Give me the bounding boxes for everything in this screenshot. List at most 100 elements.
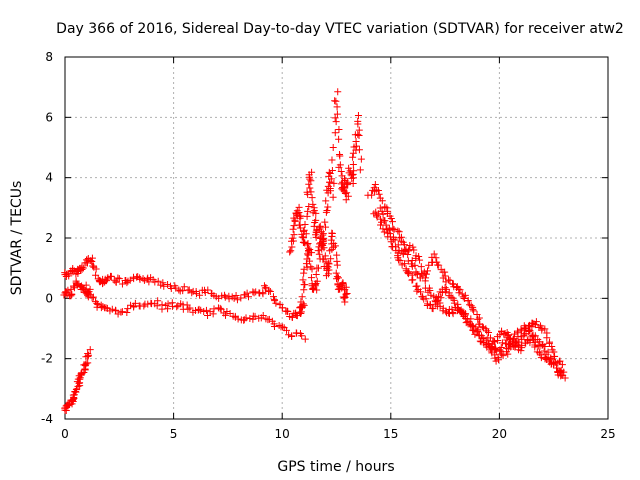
data-point-marker <box>331 97 339 105</box>
data-point-marker <box>338 280 346 288</box>
data-point-marker <box>337 167 345 175</box>
data-point-marker <box>328 232 336 240</box>
data-point-marker <box>517 347 525 355</box>
data-point-marker <box>209 310 217 318</box>
data-point-marker <box>475 314 483 322</box>
data-point-marker <box>327 255 335 263</box>
data-point-marker <box>448 305 456 313</box>
data-point-marker <box>349 153 357 161</box>
data-point-marker <box>225 292 233 300</box>
data-point-marker <box>102 304 110 312</box>
data-point-marker <box>136 275 144 283</box>
data-point-marker <box>115 275 123 283</box>
data-marks <box>60 88 569 415</box>
data-point-marker <box>441 272 449 280</box>
data-point-marker <box>487 344 495 352</box>
data-point-marker <box>514 329 522 337</box>
axis-ticks: 0 5 10 15 20 25 -4 -2 0 2 4 6 8 <box>41 50 616 441</box>
data-point-marker <box>279 323 287 331</box>
data-point-marker <box>496 331 504 339</box>
data-point-marker <box>322 197 330 205</box>
data-point-marker <box>333 251 341 259</box>
data-point-marker <box>313 277 321 285</box>
data-point-marker <box>88 258 96 266</box>
data-point-marker <box>114 274 122 282</box>
data-point-marker <box>546 338 554 346</box>
data-point-marker <box>308 265 316 273</box>
data-point-marker <box>325 168 333 176</box>
data-point-marker <box>394 241 402 249</box>
data-point-marker <box>531 343 539 351</box>
data-point-marker <box>308 194 316 202</box>
data-point-marker <box>126 276 134 284</box>
data-point-marker <box>460 294 468 302</box>
data-point-marker <box>84 351 92 359</box>
data-point-marker <box>552 364 560 372</box>
data-point-marker <box>242 314 250 322</box>
data-point-marker <box>409 243 417 251</box>
data-point-marker <box>319 230 327 238</box>
data-point-marker <box>64 286 72 294</box>
data-point-marker <box>475 332 483 340</box>
data-point-marker <box>476 337 484 345</box>
data-point-marker <box>252 288 260 296</box>
data-point-marker <box>450 299 458 307</box>
data-point-marker <box>299 303 307 311</box>
x-tick-label: 25 <box>600 427 615 441</box>
data-point-marker <box>331 129 339 137</box>
data-point-marker <box>371 180 379 188</box>
data-point-marker <box>333 110 341 118</box>
data-point-marker <box>349 160 357 168</box>
data-point-marker <box>303 241 311 249</box>
data-point-marker <box>391 236 399 244</box>
data-point-marker <box>413 287 421 295</box>
data-point-marker <box>343 180 351 188</box>
data-point-marker <box>425 261 433 269</box>
data-point-marker <box>383 204 391 212</box>
data-point-marker <box>491 354 499 362</box>
data-point-marker <box>195 305 203 313</box>
data-point-marker <box>389 218 397 226</box>
data-point-marker <box>302 230 310 238</box>
data-point-marker <box>532 321 540 329</box>
y-tick-label: 2 <box>45 231 53 245</box>
data-point-marker <box>417 263 425 271</box>
data-point-marker <box>297 309 305 317</box>
data-point-marker <box>265 286 273 294</box>
data-point-marker <box>158 301 166 309</box>
data-point-marker <box>306 184 314 192</box>
data-point-marker <box>343 290 351 298</box>
data-point-marker <box>76 379 84 387</box>
series-trace-g <box>364 180 569 382</box>
data-point-marker <box>86 346 94 354</box>
data-point-marker <box>114 310 122 318</box>
data-point-marker <box>290 222 298 230</box>
data-point-marker <box>415 252 423 260</box>
data-point-marker <box>305 202 313 210</box>
data-point-marker <box>308 168 316 176</box>
data-point-marker <box>529 319 537 327</box>
data-point-marker <box>99 302 107 310</box>
series-trace-i <box>376 204 566 374</box>
data-point-marker <box>350 167 358 175</box>
data-point-marker <box>430 292 438 300</box>
data-point-marker <box>296 224 304 232</box>
x-tick-label: 20 <box>492 427 507 441</box>
data-point-marker <box>233 296 241 304</box>
data-point-marker <box>410 246 418 254</box>
x-tick-label: 5 <box>170 427 178 441</box>
series-trace-c <box>61 346 94 415</box>
data-point-marker <box>379 210 387 218</box>
y-tick-label: 0 <box>45 291 53 305</box>
data-point-marker <box>381 217 389 225</box>
data-point-marker <box>204 311 212 319</box>
grid <box>65 57 608 419</box>
data-point-marker <box>74 382 82 390</box>
data-point-marker <box>305 257 313 265</box>
data-point-marker <box>405 270 413 278</box>
data-point-marker <box>288 333 296 341</box>
data-point-marker <box>315 250 323 258</box>
data-point-marker <box>505 334 513 342</box>
data-point-marker <box>299 276 307 284</box>
data-point-marker <box>306 175 314 183</box>
